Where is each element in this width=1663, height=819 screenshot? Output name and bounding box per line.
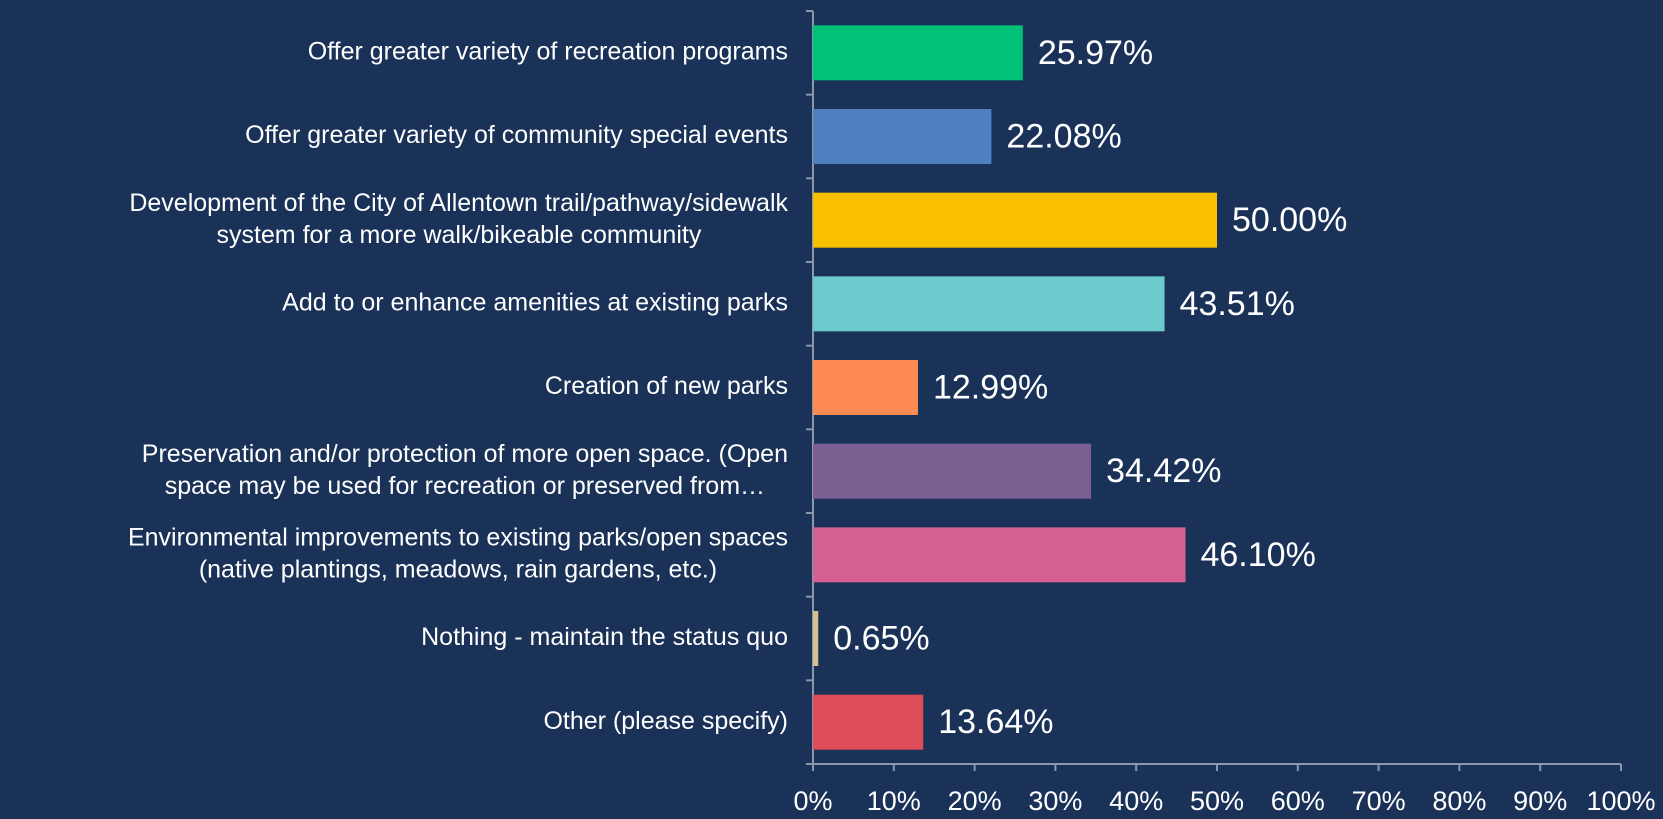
bar — [813, 25, 1023, 80]
category-label: Add to or enhance amenities at existing … — [282, 288, 788, 316]
x-tick-label: 80% — [1432, 786, 1486, 816]
category-label: space may be used for recreation or pres… — [165, 472, 765, 500]
category-label: (native plantings, meadows, rain gardens… — [199, 555, 717, 583]
value-label: 22.08% — [1006, 117, 1121, 155]
category-label: Other (please specify) — [543, 707, 788, 735]
chart: 0% 10% 20% 30% 40% 50% 60% 70% 80% 90% 100% Offer g… — [0, 0, 1663, 819]
category-label: Development of the City of Allentown tra… — [129, 189, 788, 217]
category-label: Environmental improvements to existing p… — [128, 523, 788, 551]
bar — [813, 193, 1217, 248]
bar — [813, 527, 1185, 582]
bar — [813, 611, 818, 666]
x-tick-label: 60% — [1271, 786, 1325, 816]
value-label: 0.65% — [833, 619, 929, 657]
x-tick-label: 90% — [1513, 786, 1567, 816]
value-label: 50.00% — [1232, 201, 1347, 239]
category-label: system for a more walk/bikeable communit… — [216, 221, 701, 249]
bar — [813, 360, 918, 415]
value-label: 13.64% — [938, 703, 1053, 741]
x-tick-label: 50% — [1190, 786, 1244, 816]
category-label: Creation of new parks — [545, 372, 788, 400]
category-label: Preservation and/or protection of more o… — [142, 440, 788, 468]
bar — [813, 695, 923, 750]
x-tick-label: 0% — [793, 786, 832, 816]
x-tick-label: 40% — [1109, 786, 1163, 816]
x-tick-label: 30% — [1028, 786, 1082, 816]
bar — [813, 109, 991, 164]
value-label: 34.42% — [1106, 452, 1221, 490]
value-label: 43.51% — [1180, 285, 1295, 323]
x-tick-label: 100% — [1586, 786, 1655, 816]
category-label: Offer greater variety of recreation prog… — [308, 37, 788, 65]
value-label: 12.99% — [933, 368, 1048, 406]
category-label: Offer greater variety of community speci… — [245, 121, 788, 149]
value-label: 46.10% — [1200, 536, 1315, 574]
bar — [813, 444, 1091, 499]
x-tick-label: 20% — [948, 786, 1002, 816]
bar — [813, 276, 1165, 331]
category-label: Nothing - maintain the status quo — [421, 623, 788, 651]
value-label: 25.97% — [1038, 34, 1153, 72]
x-tick-label: 70% — [1352, 786, 1406, 816]
x-tick-label: 10% — [867, 786, 921, 816]
